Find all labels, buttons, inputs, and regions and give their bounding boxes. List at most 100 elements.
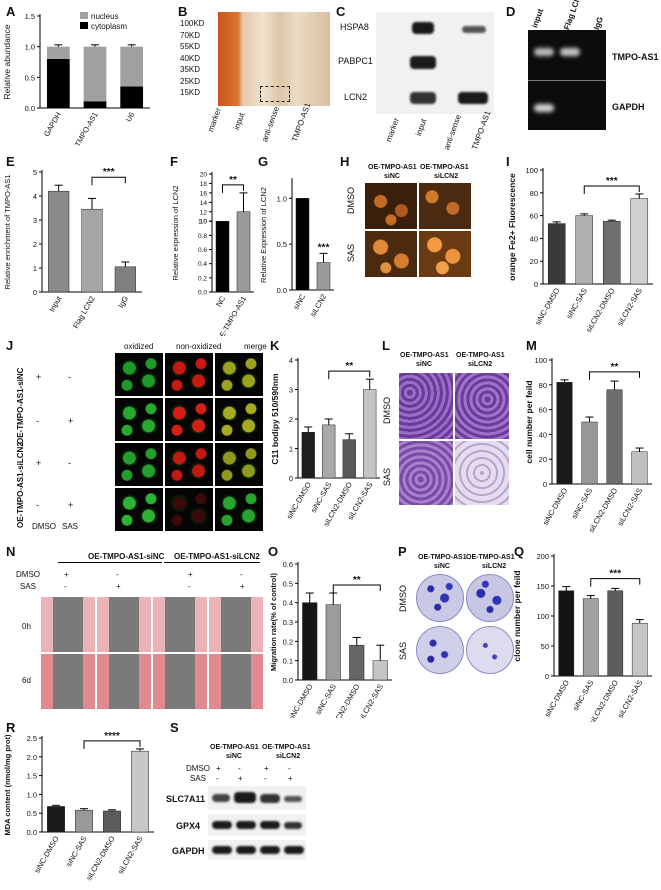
p-col1-sub: siNC — [434, 563, 450, 570]
x-tick-label: siLCN2-DMSO — [584, 286, 617, 334]
bar — [316, 262, 331, 291]
bar-cytoplasm — [46, 58, 70, 108]
n-time-0h: 0h — [22, 622, 31, 631]
h-col2-title: OE-TMPO-AS1 — [420, 164, 469, 171]
bar — [602, 221, 621, 285]
n-image-grid — [40, 596, 264, 710]
n-dmso-2: - — [116, 570, 119, 579]
x-tick-label: siNC-DMSO — [286, 682, 315, 718]
y-tick-label: 80 — [530, 189, 538, 198]
p-plate-sas-silcn2 — [466, 626, 514, 674]
j-col-nonoxidized: non-oxidized — [176, 342, 222, 351]
j-sign-r1-dmso: + — [36, 372, 42, 382]
s-band-gpx-2 — [236, 821, 256, 829]
s-band-gapdh-1 — [212, 846, 232, 854]
s-blot-gapdh — [208, 840, 306, 860]
agarose-lane-input: input — [530, 7, 546, 30]
s-col2-title: OE-TMPO-AS1 — [262, 744, 311, 751]
s-band-gapdh-2 — [236, 846, 256, 854]
s-sas-1: - — [216, 774, 219, 783]
bar — [631, 451, 648, 485]
n-row-dmso: DMSO — [16, 570, 40, 579]
panel-label-r: R — [6, 720, 16, 735]
band-hspa8-tmpo — [462, 26, 486, 33]
bar — [114, 266, 136, 293]
bar — [363, 389, 377, 479]
chart-q: 0 50 100 150 200 clone number per feild siNC-D… — [512, 552, 652, 722]
j-tile — [214, 397, 264, 442]
bar — [75, 809, 93, 833]
y-tick-label: 14 — [200, 200, 208, 207]
p-plate-sas-sinc — [416, 626, 464, 674]
significance-stars: ** — [353, 575, 361, 586]
n-sas-2: + — [116, 582, 121, 591]
y-axis-label: orange Fe2+ Fluorescence — [507, 173, 517, 281]
y-tick-label: 5 — [33, 168, 37, 177]
panel-label-c: C — [336, 4, 346, 19]
n-tile — [40, 596, 96, 653]
l-col1-title: OE-TMPO-AS1 — [400, 352, 449, 359]
h-sas-sinc — [364, 230, 418, 278]
bar — [301, 432, 315, 479]
panel-label-d: D — [506, 4, 516, 19]
y-tick-label: 3 — [289, 386, 293, 395]
n-time-6d: 6d — [22, 676, 31, 685]
y-tick-label: 4 — [33, 192, 37, 201]
y-tick-label: 1.5 — [27, 772, 37, 781]
n-tile — [208, 653, 264, 710]
bar — [547, 223, 566, 285]
y-axis-label: C11 bodipy 510/590nm — [270, 373, 280, 465]
n-dmso-1: + — [64, 570, 69, 579]
j-sign-r4-sas: + — [68, 500, 74, 510]
n-dmso-3: + — [188, 570, 193, 579]
j-sign-r2-dmso: - — [36, 416, 39, 426]
panel-label-g: G — [258, 154, 269, 169]
y-tick-label: 0.2 — [283, 637, 293, 646]
n-group-sinc-underline — [58, 562, 162, 563]
blot-lane-input: input — [414, 117, 429, 138]
bar — [607, 590, 624, 677]
x-tick-label: siLCN2-SAS — [615, 287, 644, 328]
h-row-sas: SAS — [346, 243, 356, 262]
x-tick-label: U6 — [124, 111, 137, 124]
agarose-band-tmpo-flag — [560, 48, 580, 56]
n-sas-1: - — [64, 582, 67, 591]
legend-swatch — [80, 22, 88, 29]
bar — [575, 215, 594, 285]
l-dmso-silcn2 — [454, 372, 510, 440]
y-tick-label: 0 — [545, 672, 549, 681]
y-tick-label: 60 — [530, 212, 538, 221]
s-protein-gapdh: GAPDH — [172, 846, 205, 856]
blot-lane-marker: marker — [384, 116, 401, 144]
y-tick-label: 150 — [536, 582, 549, 591]
y-tick-label: 0 — [543, 480, 547, 489]
y-tick-label: 20 — [530, 257, 538, 266]
l-sas-silcn2 — [454, 440, 510, 506]
legend-label: nucleus — [91, 12, 119, 21]
y-tick-label: 80 — [539, 381, 547, 390]
p-plate-dmso-sinc — [416, 574, 464, 622]
y-tick-label: 0.8 — [198, 233, 207, 240]
y-tick-label: 2.0 — [27, 753, 37, 762]
s-dmso-2: - — [238, 764, 241, 773]
y-axis-label: cell number per feild — [524, 380, 534, 463]
j-sign-r3-sas: - — [68, 458, 71, 468]
bar — [581, 421, 598, 485]
p-col2-title: OE-TMPO-AS1 — [466, 554, 515, 561]
marker-15kd: 15KD — [180, 88, 201, 97]
marker-100kd: 100KD — [180, 19, 205, 28]
significance-stars: *** — [606, 176, 618, 187]
s-band-slc-1 — [212, 794, 230, 802]
j-sign-r4-dmso: - — [36, 500, 39, 510]
significance-stars: ** — [229, 175, 237, 186]
panel-label-a: A — [6, 4, 16, 19]
s-col1-title: OE-TMPO-AS1 — [210, 744, 259, 751]
s-dmso-1: + — [216, 764, 221, 773]
legend-swatch — [80, 12, 88, 19]
agarose-band-tmpo-input — [534, 48, 554, 56]
agarose-lane-flag: Flag LCN2 — [562, 0, 584, 32]
y-tick-label: 3 — [33, 216, 37, 225]
panel-label-s: S — [170, 720, 179, 735]
j-tile — [214, 352, 264, 397]
j-col-oxidized: oxidized — [124, 342, 154, 351]
